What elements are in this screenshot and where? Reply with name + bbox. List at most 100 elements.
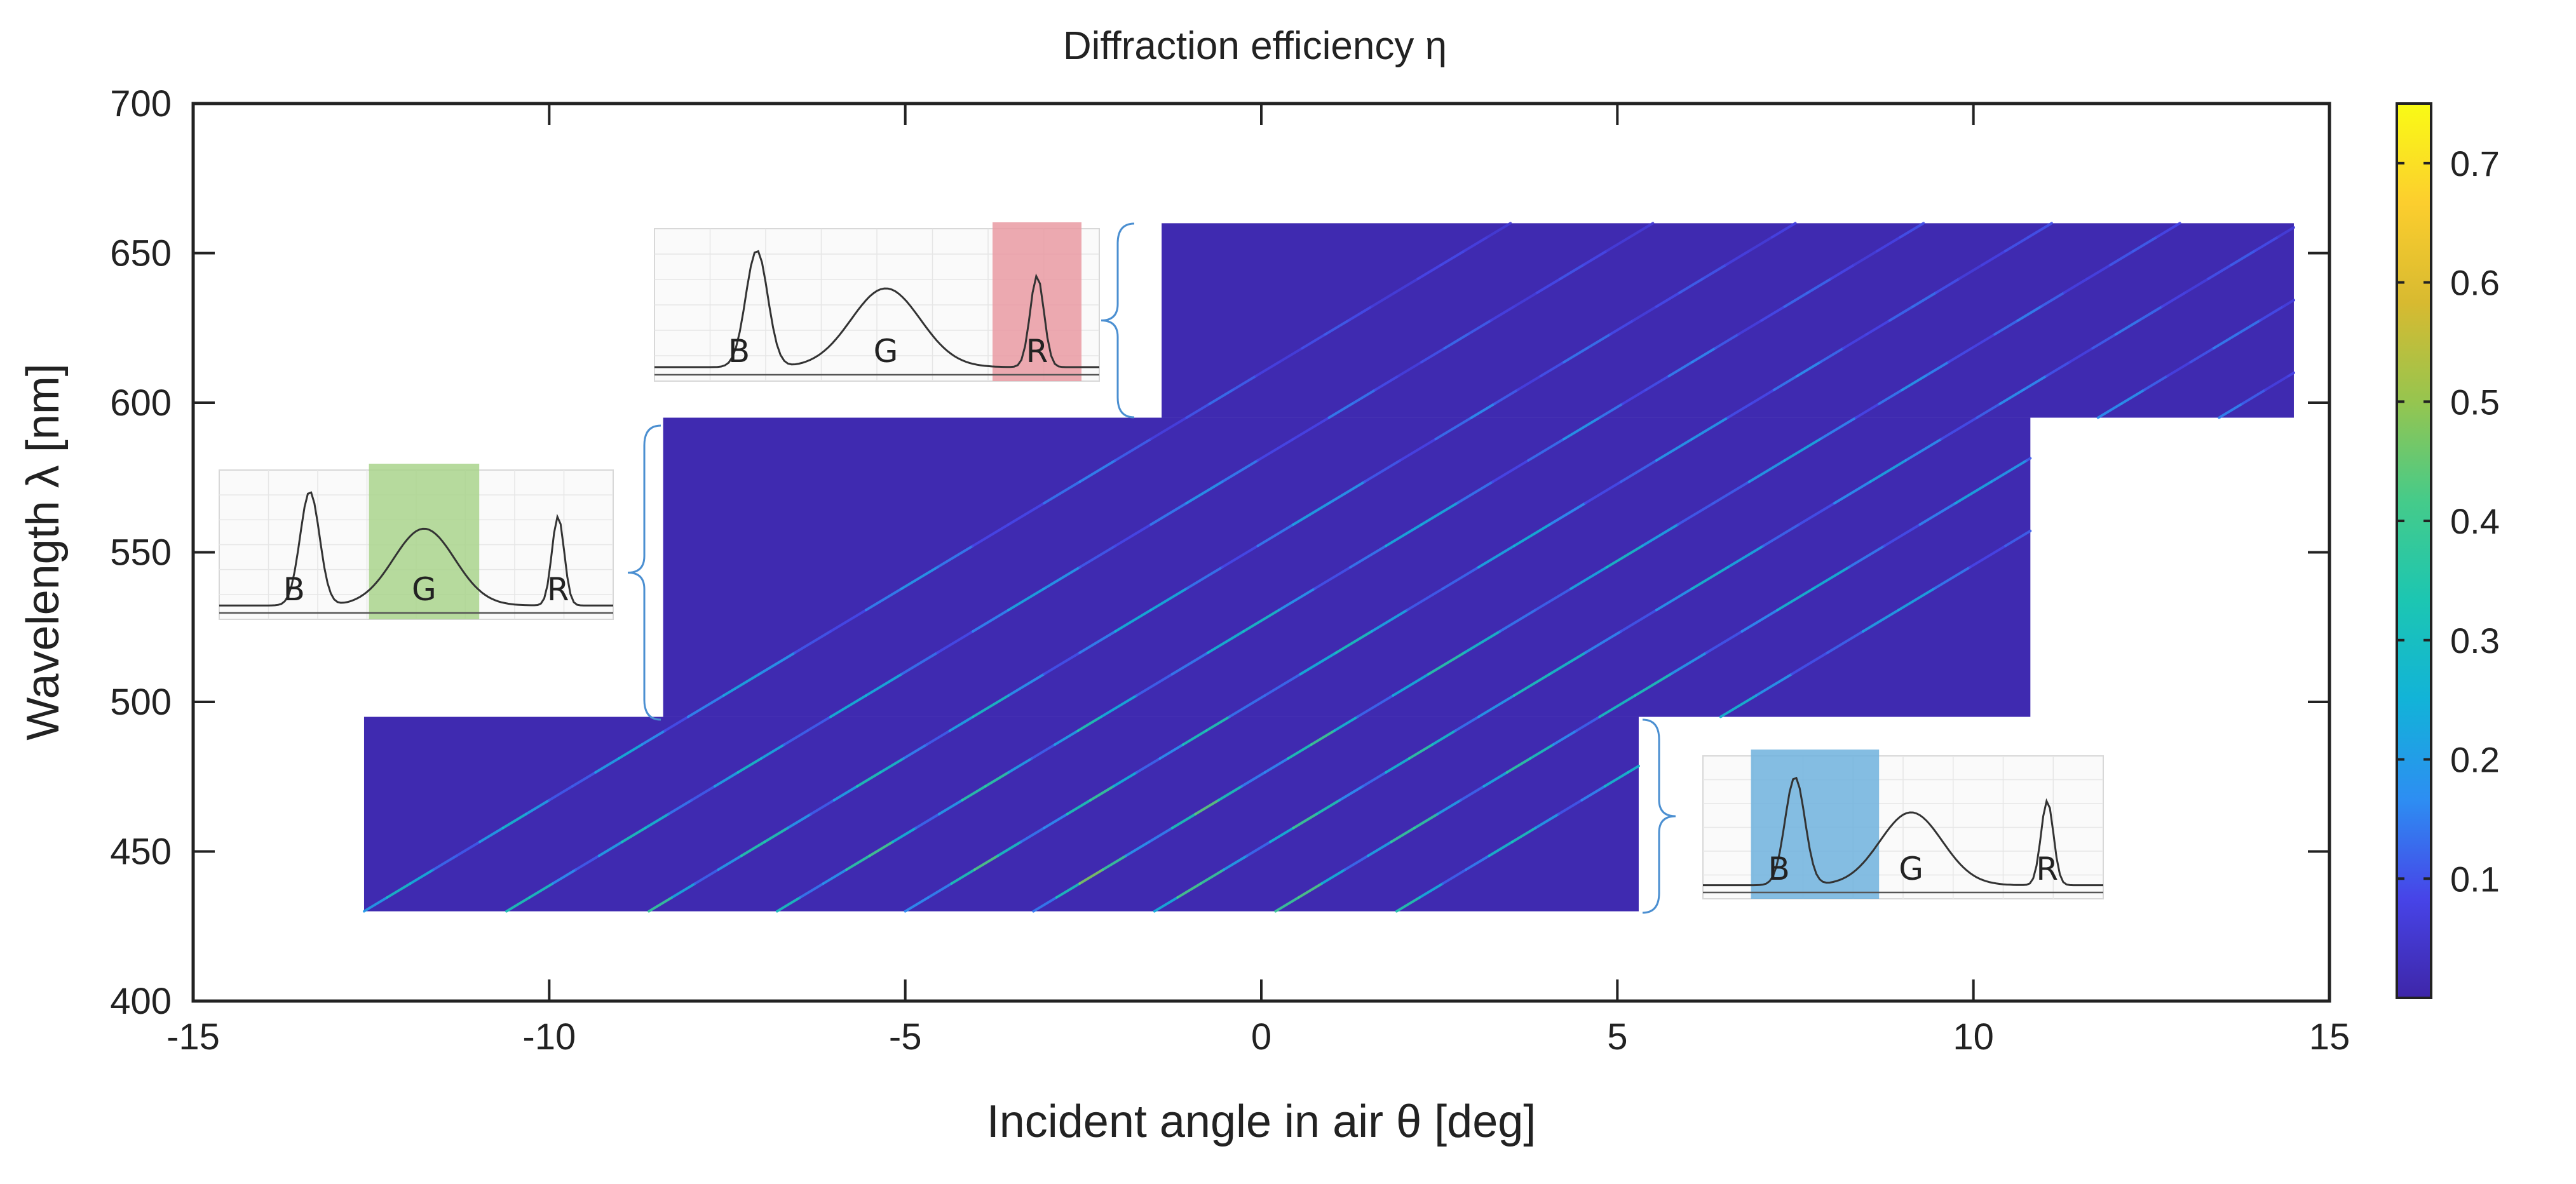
peak-line-segment [1754,673,1793,697]
peak-line-segment [927,882,953,899]
peak-line-segment [1575,715,1601,732]
peak-line-segment [1970,333,1996,350]
peak-line-segment [2068,347,2094,364]
peak-line-segment [793,629,832,654]
peak-line-segment [717,854,743,871]
peak-line-segment [1598,402,1624,419]
y-tick-label: 450 [110,831,172,873]
peak-line-segment [1078,868,1104,885]
peak-line-segment [2120,388,2146,405]
peak-line-segment [1605,236,1631,253]
peak-line-segment [1969,544,2007,569]
peak-line-segment [1725,250,1751,267]
colorbar-tick-label: 0.5 [2450,382,2500,422]
peak-line-segment [1598,694,1637,718]
peak-line-segment [1498,609,1537,633]
peak-line-segment [1924,361,1950,377]
peak-line-segment [822,868,848,885]
peak-line-segment [1691,416,1730,441]
peak-line-segment [1256,438,1295,462]
y-axis-ticks: 400 450 500 550 600 650 700 [110,83,2329,1022]
peak-line-segment [1783,438,1822,462]
peak-line-segment [972,694,1010,718]
peak-line-segment [1807,277,1833,294]
peak-line-segment [524,798,551,816]
peak-line-segment [1278,347,1304,364]
peak-line-segment [1918,502,1957,526]
peak-line-segment [1361,771,1388,788]
peak-line-segment [1149,587,1188,612]
peak-line-segment [1548,651,1587,676]
peak-line-segment [1208,388,1235,405]
peak-line-segment [1441,868,1468,885]
peak-line-segment [948,715,975,732]
peak-line-segment [1667,361,1694,377]
peak-line-segment [2235,319,2261,336]
peak-line-segment [757,651,796,676]
peak-line-segment [1185,402,1211,419]
peak-line-segment [936,629,975,654]
peak-line-segment [1819,347,1845,364]
peak-line-segment [1076,715,1102,732]
peak-line-segment [686,694,725,718]
region-red-channel [1162,223,2294,418]
inset-band-label-b: B [1768,851,1790,887]
x-tick-label: 0 [1251,1016,1271,1058]
peak-line-segment [1582,250,1608,267]
peak-line-segment [2230,250,2256,267]
peak-line-segment [2132,236,2159,253]
peak-line-segment [868,840,895,858]
peak-line-segment [1869,459,1908,483]
peak-line-segment [1726,544,1765,569]
peak-line-segment [2027,222,2053,239]
peak-line-segment [1940,416,1979,441]
peak-line-segment [1990,459,2028,483]
peak-line-segment [1393,277,1420,294]
y-tick-label: 550 [110,532,172,574]
peak-line-segment [2166,361,2192,377]
peak-line-segment [1829,264,1855,280]
peak-line-segment [1747,236,1774,253]
peak-line-segment [2085,264,2112,280]
peak-line-segment [1865,319,1891,336]
x-tick-label: -5 [889,1016,922,1058]
colorbar-gradient [2396,102,2432,999]
peak-line-segment [1278,587,1317,612]
peak-line-segment [1338,784,1364,802]
peak-line-segment [1644,374,1671,391]
peak-line-segment [597,840,624,858]
peak-line-segment [694,868,720,885]
peak-line-segment [1548,502,1587,526]
peak-line-segment [1536,277,1562,294]
inset-band-label-r: R [1026,333,1048,370]
peak-efficiency-lines [362,222,2295,913]
peak-line-segment [713,771,740,788]
peak-line-segment [1976,402,2002,419]
peak-line-segment [1363,459,1402,483]
peak-line-segment [1605,544,1644,569]
inset-highlight-g [369,464,480,619]
peak-line-segment [1463,236,1489,253]
peak-line-segment [1327,480,1366,505]
peak-line-segment [1221,459,1259,483]
peak-line-segment [763,826,789,844]
peak-line-segment [2040,291,2066,308]
peak-line-segment [1954,480,1993,505]
peak-line-segment [984,771,1010,788]
peak-line-segment [1534,587,1573,612]
peak-line-segment [972,523,1010,548]
peak-line-segment [1798,502,1836,526]
peak-line-segment [1899,222,1925,239]
peak-line-segment [1347,305,1373,322]
peak-line-segment [1269,826,1295,844]
peak-line-segment [1904,438,1943,462]
peak-line-segment [2016,305,2043,322]
peak-line-segment [1392,673,1430,697]
peak-line-segment [1299,651,1338,676]
peak-line [775,222,1925,913]
x-tick-label: 15 [2309,1016,2350,1058]
peak-line-segment [1512,673,1551,697]
peak-line-segment [1420,347,1446,364]
